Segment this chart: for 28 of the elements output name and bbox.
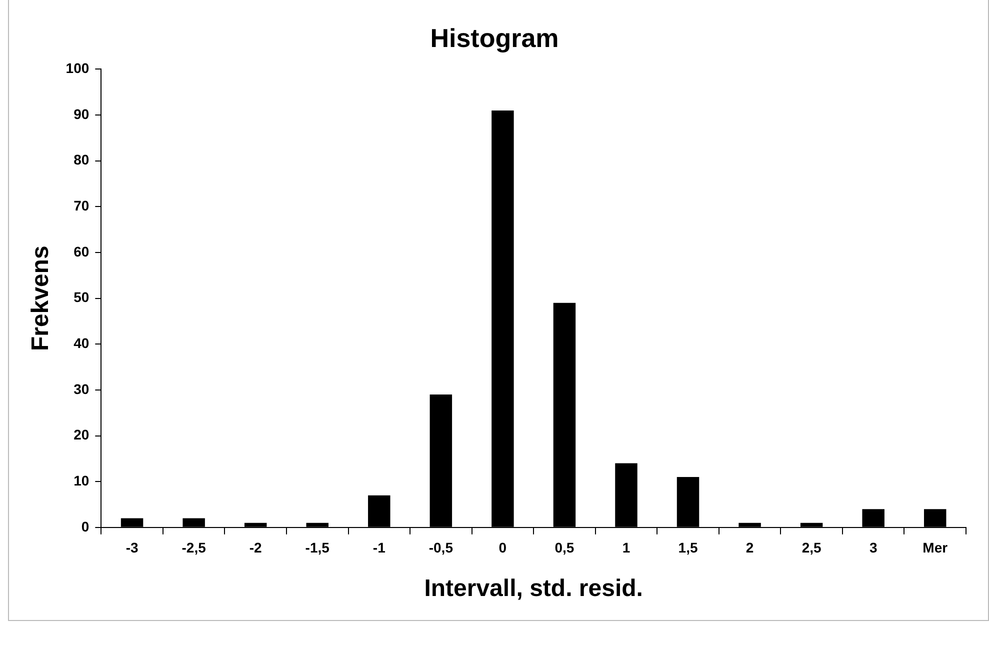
x-axis-title: Intervall, std. resid.: [424, 575, 643, 602]
x-tick-label: -0,5: [428, 540, 454, 556]
y-tick-label: 100: [66, 60, 90, 76]
x-tick-label: 1,5: [678, 540, 698, 556]
y-tick-label: 20: [74, 426, 90, 443]
x-tick-label: -2,5: [182, 540, 206, 556]
y-axis-title: Frekvens: [27, 246, 54, 352]
y-tick-label: 40: [74, 334, 90, 351]
y-tick-label: 60: [74, 243, 90, 260]
y-tick-label: 10: [74, 472, 90, 488]
x-tick-label: -3: [126, 540, 138, 556]
y-tick-label: 0: [81, 518, 90, 534]
x-tick-label: -2: [249, 540, 262, 556]
x-tick-label: -1: [372, 540, 386, 556]
y-tick-label: 50: [74, 289, 90, 306]
y-tick-label: 80: [74, 152, 90, 168]
x-tick-label: 2,5: [802, 540, 822, 556]
chart-title: Histogram: [430, 22, 559, 53]
x-tick-label: 3: [869, 540, 878, 556]
x-tick-label: -1,5: [305, 540, 330, 556]
y-tick-label: 70: [74, 198, 90, 214]
y-tick-label: 90: [74, 106, 90, 122]
x-tick-label: 1: [622, 540, 630, 556]
x-tick-label: 2: [746, 540, 754, 556]
x-tick-label: 0,5: [554, 540, 574, 556]
y-tick-label: 30: [74, 380, 90, 397]
x-tick-label: 0: [498, 540, 507, 556]
x-tick-label: Mer: [922, 540, 948, 556]
